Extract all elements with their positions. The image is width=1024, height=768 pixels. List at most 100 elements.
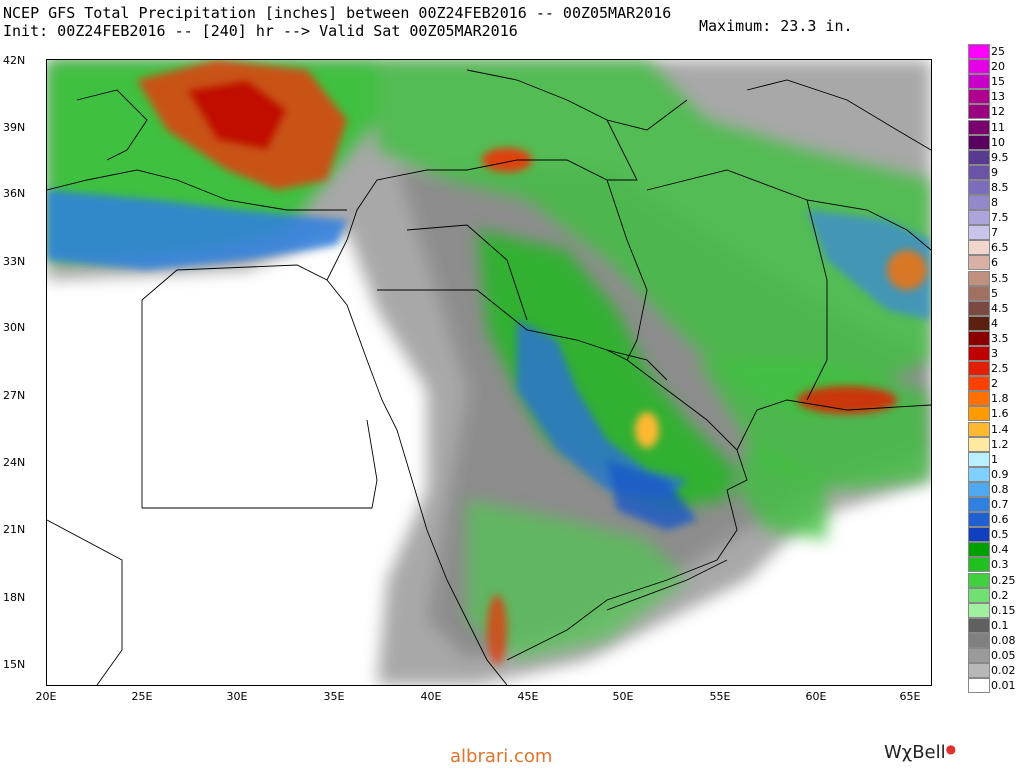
legend-swatch bbox=[968, 315, 990, 331]
legend-swatch bbox=[968, 572, 990, 588]
legend-swatch bbox=[968, 195, 990, 211]
legend-swatch bbox=[968, 602, 990, 618]
legend-swatch bbox=[968, 361, 990, 377]
legend-swatch bbox=[968, 149, 990, 165]
legend-label: 8 bbox=[991, 196, 998, 209]
legend-swatch bbox=[968, 44, 990, 60]
legend-swatch bbox=[968, 89, 990, 105]
heavy-precip-field bbox=[47, 190, 931, 530]
legend-label: 5.5 bbox=[991, 271, 1009, 285]
legend-swatch bbox=[968, 59, 990, 75]
legend-label: 10 bbox=[991, 135, 1005, 149]
legend-label: 0.1 bbox=[991, 618, 1009, 632]
legend-label: 1 bbox=[991, 452, 998, 466]
legend-label: 0.6 bbox=[991, 513, 1009, 527]
legend-swatch bbox=[968, 225, 990, 241]
legend-label: 3 bbox=[991, 347, 998, 360]
lon-tick: 65E bbox=[899, 690, 921, 703]
legend-label: 12 bbox=[991, 105, 1005, 119]
lon-tick: 50E bbox=[612, 690, 634, 703]
legend-label: 7.5 bbox=[991, 211, 1009, 225]
lon-tick: 35E bbox=[323, 690, 345, 703]
extreme-precip-cores bbox=[137, 60, 927, 665]
legend-swatch bbox=[968, 451, 990, 467]
lon-tick: 45E bbox=[517, 690, 539, 703]
brand-dot-icon: ● bbox=[945, 742, 957, 756]
legend-label: 1.4 bbox=[991, 422, 1009, 436]
legend-swatch bbox=[968, 391, 990, 407]
lat-tick: 24N bbox=[3, 456, 26, 469]
legend-label: 0.3 bbox=[991, 558, 1009, 572]
legend-swatch bbox=[968, 663, 990, 679]
legend-label: 9.5 bbox=[991, 150, 1009, 164]
legend-label: 15 bbox=[991, 75, 1005, 89]
lat-tick: 27N bbox=[3, 389, 26, 402]
legend-swatch bbox=[968, 179, 990, 195]
legend-swatch bbox=[968, 330, 990, 346]
legend-label: 1.8 bbox=[991, 392, 1009, 406]
legend-swatch bbox=[968, 119, 990, 135]
lon-tick: 20E bbox=[35, 690, 57, 703]
legend-swatch bbox=[968, 285, 990, 301]
map-subtitle: Init: 00Z24FEB2016 -- [240] hr --> Valid… bbox=[3, 22, 518, 40]
watermark-credit: albrari.com bbox=[450, 746, 553, 767]
legend-label: 6 bbox=[991, 256, 998, 270]
legend-label: 0.01 bbox=[991, 679, 1016, 693]
legend-label: 7 bbox=[991, 226, 998, 240]
lat-tick: 30N bbox=[3, 321, 26, 334]
legend-swatch bbox=[968, 376, 990, 392]
legend-swatch bbox=[968, 617, 990, 633]
legend-swatch bbox=[968, 134, 990, 150]
lat-tick: 15N bbox=[3, 658, 26, 671]
legend-label: 0.25 bbox=[991, 573, 1016, 587]
lon-tick: 30E bbox=[226, 690, 248, 703]
lon-tick: 60E bbox=[805, 690, 827, 703]
legend-label: 5 bbox=[991, 286, 998, 300]
lon-tick: 40E bbox=[420, 690, 442, 703]
map-title: NCEP GFS Total Precipitation [inches] be… bbox=[3, 4, 672, 22]
legend-label: 4 bbox=[991, 316, 998, 330]
legend-swatch bbox=[968, 300, 990, 316]
legend-label: 20 bbox=[991, 60, 1005, 74]
legend-label: 0.5 bbox=[991, 528, 1009, 542]
legend-swatch bbox=[968, 497, 990, 513]
legend-swatch bbox=[968, 587, 990, 603]
legend-swatch bbox=[968, 542, 990, 558]
legend-label: 2.5 bbox=[991, 362, 1009, 376]
legend-swatch bbox=[968, 406, 990, 422]
precipitation-map bbox=[46, 59, 932, 686]
legend-swatch bbox=[968, 481, 990, 497]
legend-swatch bbox=[968, 466, 990, 482]
legend-swatch bbox=[968, 632, 990, 648]
legend-label: 0.08 bbox=[991, 633, 1016, 647]
legend-swatch bbox=[968, 270, 990, 286]
legend-swatch bbox=[968, 648, 990, 664]
legend-swatch bbox=[968, 421, 990, 437]
legend-label: 4.5 bbox=[991, 301, 1009, 315]
lat-tick: 21N bbox=[3, 523, 26, 536]
legend-swatch bbox=[968, 527, 990, 543]
legend-label: 8.5 bbox=[991, 180, 1009, 194]
legend-swatch bbox=[968, 436, 990, 452]
lat-tick: 39N bbox=[3, 121, 26, 134]
brand-logo: WχBell● bbox=[884, 742, 956, 763]
lon-tick: 55E bbox=[709, 690, 731, 703]
legend-label: 25 bbox=[991, 45, 1005, 58]
lat-tick: 18N bbox=[3, 591, 26, 604]
legend-label: 6.5 bbox=[991, 241, 1009, 255]
brand-text: WχBell bbox=[884, 742, 946, 763]
lat-tick: 36N bbox=[3, 187, 26, 200]
legend-swatch bbox=[968, 104, 990, 120]
legend-swatch bbox=[968, 678, 990, 694]
legend-label: 0.9 bbox=[991, 467, 1009, 481]
country-borders bbox=[47, 69, 931, 685]
maximum-label: Maximum: 23.3 in. bbox=[699, 17, 853, 35]
map-canvas bbox=[47, 60, 931, 685]
legend-label: 0.15 bbox=[991, 603, 1016, 617]
legend-label: 0.8 bbox=[991, 482, 1009, 496]
legend-swatch bbox=[968, 240, 990, 256]
legend-swatch bbox=[968, 210, 990, 226]
lat-tick: 42N bbox=[3, 54, 26, 67]
legend-swatch bbox=[968, 74, 990, 90]
legend-label: 0.05 bbox=[991, 649, 1016, 662]
